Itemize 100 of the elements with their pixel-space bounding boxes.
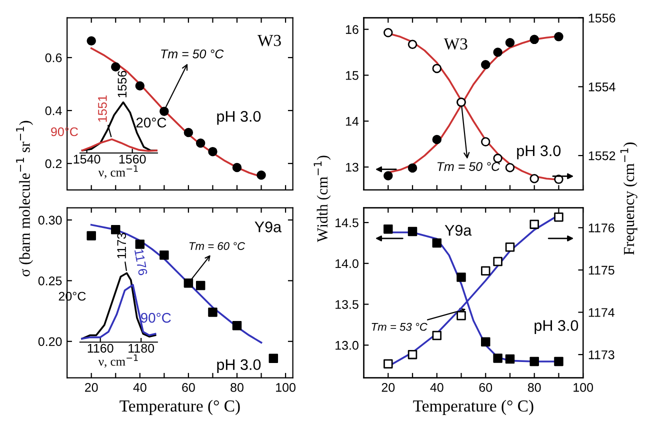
point xyxy=(554,356,564,366)
point xyxy=(530,356,539,366)
point xyxy=(456,311,466,320)
y2-tick-label: 1175 xyxy=(588,266,614,275)
x-tick-label: 40 xyxy=(430,383,444,392)
x-tick-label: 100 xyxy=(276,383,296,392)
x-axis-title: ν, cm$^{−1}$ xyxy=(98,354,138,368)
x-tick-label: 80 xyxy=(528,383,541,392)
annotation: pH 3.0 xyxy=(517,145,561,160)
y-axis-title: Width (cm$^{−1}$) xyxy=(314,156,331,242)
y-tick-label: 0.25 xyxy=(38,276,62,286)
x-tick-label: 1540 xyxy=(74,154,100,164)
point xyxy=(505,242,515,252)
point xyxy=(530,220,539,229)
point xyxy=(456,272,466,282)
point xyxy=(268,354,278,364)
x-tick-label: 1180 xyxy=(128,344,154,353)
point xyxy=(184,278,194,288)
y-tick-label: 0.30 xyxy=(38,216,62,225)
point xyxy=(135,240,145,249)
point xyxy=(505,162,515,172)
point xyxy=(384,359,393,368)
point xyxy=(111,62,120,72)
point xyxy=(493,154,502,163)
annotation: pH 3.0 xyxy=(534,320,578,334)
point xyxy=(554,212,564,222)
point xyxy=(196,138,206,148)
annotation: 1173 xyxy=(117,232,126,258)
point xyxy=(480,266,490,276)
y-tick-label: 0.2 xyxy=(45,159,62,168)
point xyxy=(184,128,194,138)
x-tick-label: 1560 xyxy=(119,154,146,164)
annotation: Tm = 60 °C xyxy=(189,242,246,250)
point xyxy=(160,250,169,260)
y-tick-label: 15 xyxy=(346,71,358,80)
point xyxy=(505,354,515,364)
point xyxy=(384,171,393,180)
point xyxy=(384,28,393,38)
point xyxy=(196,280,206,290)
annotation: 1176 xyxy=(134,249,148,276)
x-axis-title: Temperature (° C) xyxy=(413,400,534,416)
point xyxy=(480,60,490,70)
y2-tick-label: 1556 xyxy=(588,14,616,22)
y-tick-label: 16 xyxy=(346,25,358,34)
annotation: Y9a xyxy=(254,222,282,232)
x-axis-title: ν, cm$^{−1}$ xyxy=(98,165,138,178)
annotation: 20°C xyxy=(136,118,166,128)
point xyxy=(505,38,515,48)
y-tick-label: 0.20 xyxy=(38,337,62,346)
point xyxy=(160,106,169,116)
annotation: Tm = 53 °C xyxy=(372,322,428,331)
y-tick-label: 0.4 xyxy=(45,106,62,116)
y-tick-label: 14 xyxy=(346,117,359,126)
y2-tick-label: 1554 xyxy=(588,82,616,92)
annotation: Tm = 50 °C xyxy=(161,49,224,58)
point xyxy=(408,40,418,49)
point xyxy=(208,308,218,317)
point xyxy=(493,354,502,363)
point xyxy=(86,36,96,46)
x-tick-label: 80 xyxy=(230,383,244,392)
x-tick-label: 1160 xyxy=(88,344,114,353)
x-tick-label: 60 xyxy=(479,383,492,392)
point xyxy=(530,34,539,44)
point xyxy=(384,224,393,234)
annotation: Tm = 50 °C xyxy=(437,162,500,171)
point xyxy=(111,225,120,234)
point xyxy=(256,170,266,180)
x-tick-label: 20 xyxy=(85,383,98,392)
annotation: W3 xyxy=(444,38,468,50)
point xyxy=(432,330,442,340)
y-tick-label: 14.0 xyxy=(336,259,358,268)
point xyxy=(432,238,442,248)
x-tick-label: 100 xyxy=(574,383,594,392)
point xyxy=(408,226,418,236)
point xyxy=(530,174,539,184)
x-tick-label: 40 xyxy=(133,383,146,392)
point xyxy=(232,162,242,172)
y2-axis-title: Frequency (cm$^{−1}$) xyxy=(620,142,638,255)
point xyxy=(432,134,442,144)
annotation: W3 xyxy=(257,34,281,46)
annotation: pH 3.0 xyxy=(217,359,261,374)
point xyxy=(480,337,490,346)
point xyxy=(432,64,442,74)
y2-tick-label: 1176 xyxy=(588,224,614,232)
annotation: Y9a xyxy=(444,224,472,236)
point xyxy=(493,48,502,57)
x-axis-title: Temperature (° C) xyxy=(120,400,240,416)
y-tick-label: 13.5 xyxy=(336,300,358,309)
point xyxy=(208,146,218,156)
annotation: 1556 xyxy=(118,70,127,98)
y2-tick-label: 1552 xyxy=(588,151,616,160)
point xyxy=(135,81,145,91)
x-tick-label: 20 xyxy=(382,383,395,392)
point xyxy=(554,32,564,42)
point xyxy=(232,320,242,330)
y2-tick-label: 1173 xyxy=(588,350,614,360)
annotation: 1551 xyxy=(98,95,107,122)
y2-tick-label: 1174 xyxy=(588,308,614,317)
annotation: pH 3.0 xyxy=(217,110,261,125)
point xyxy=(493,256,502,266)
